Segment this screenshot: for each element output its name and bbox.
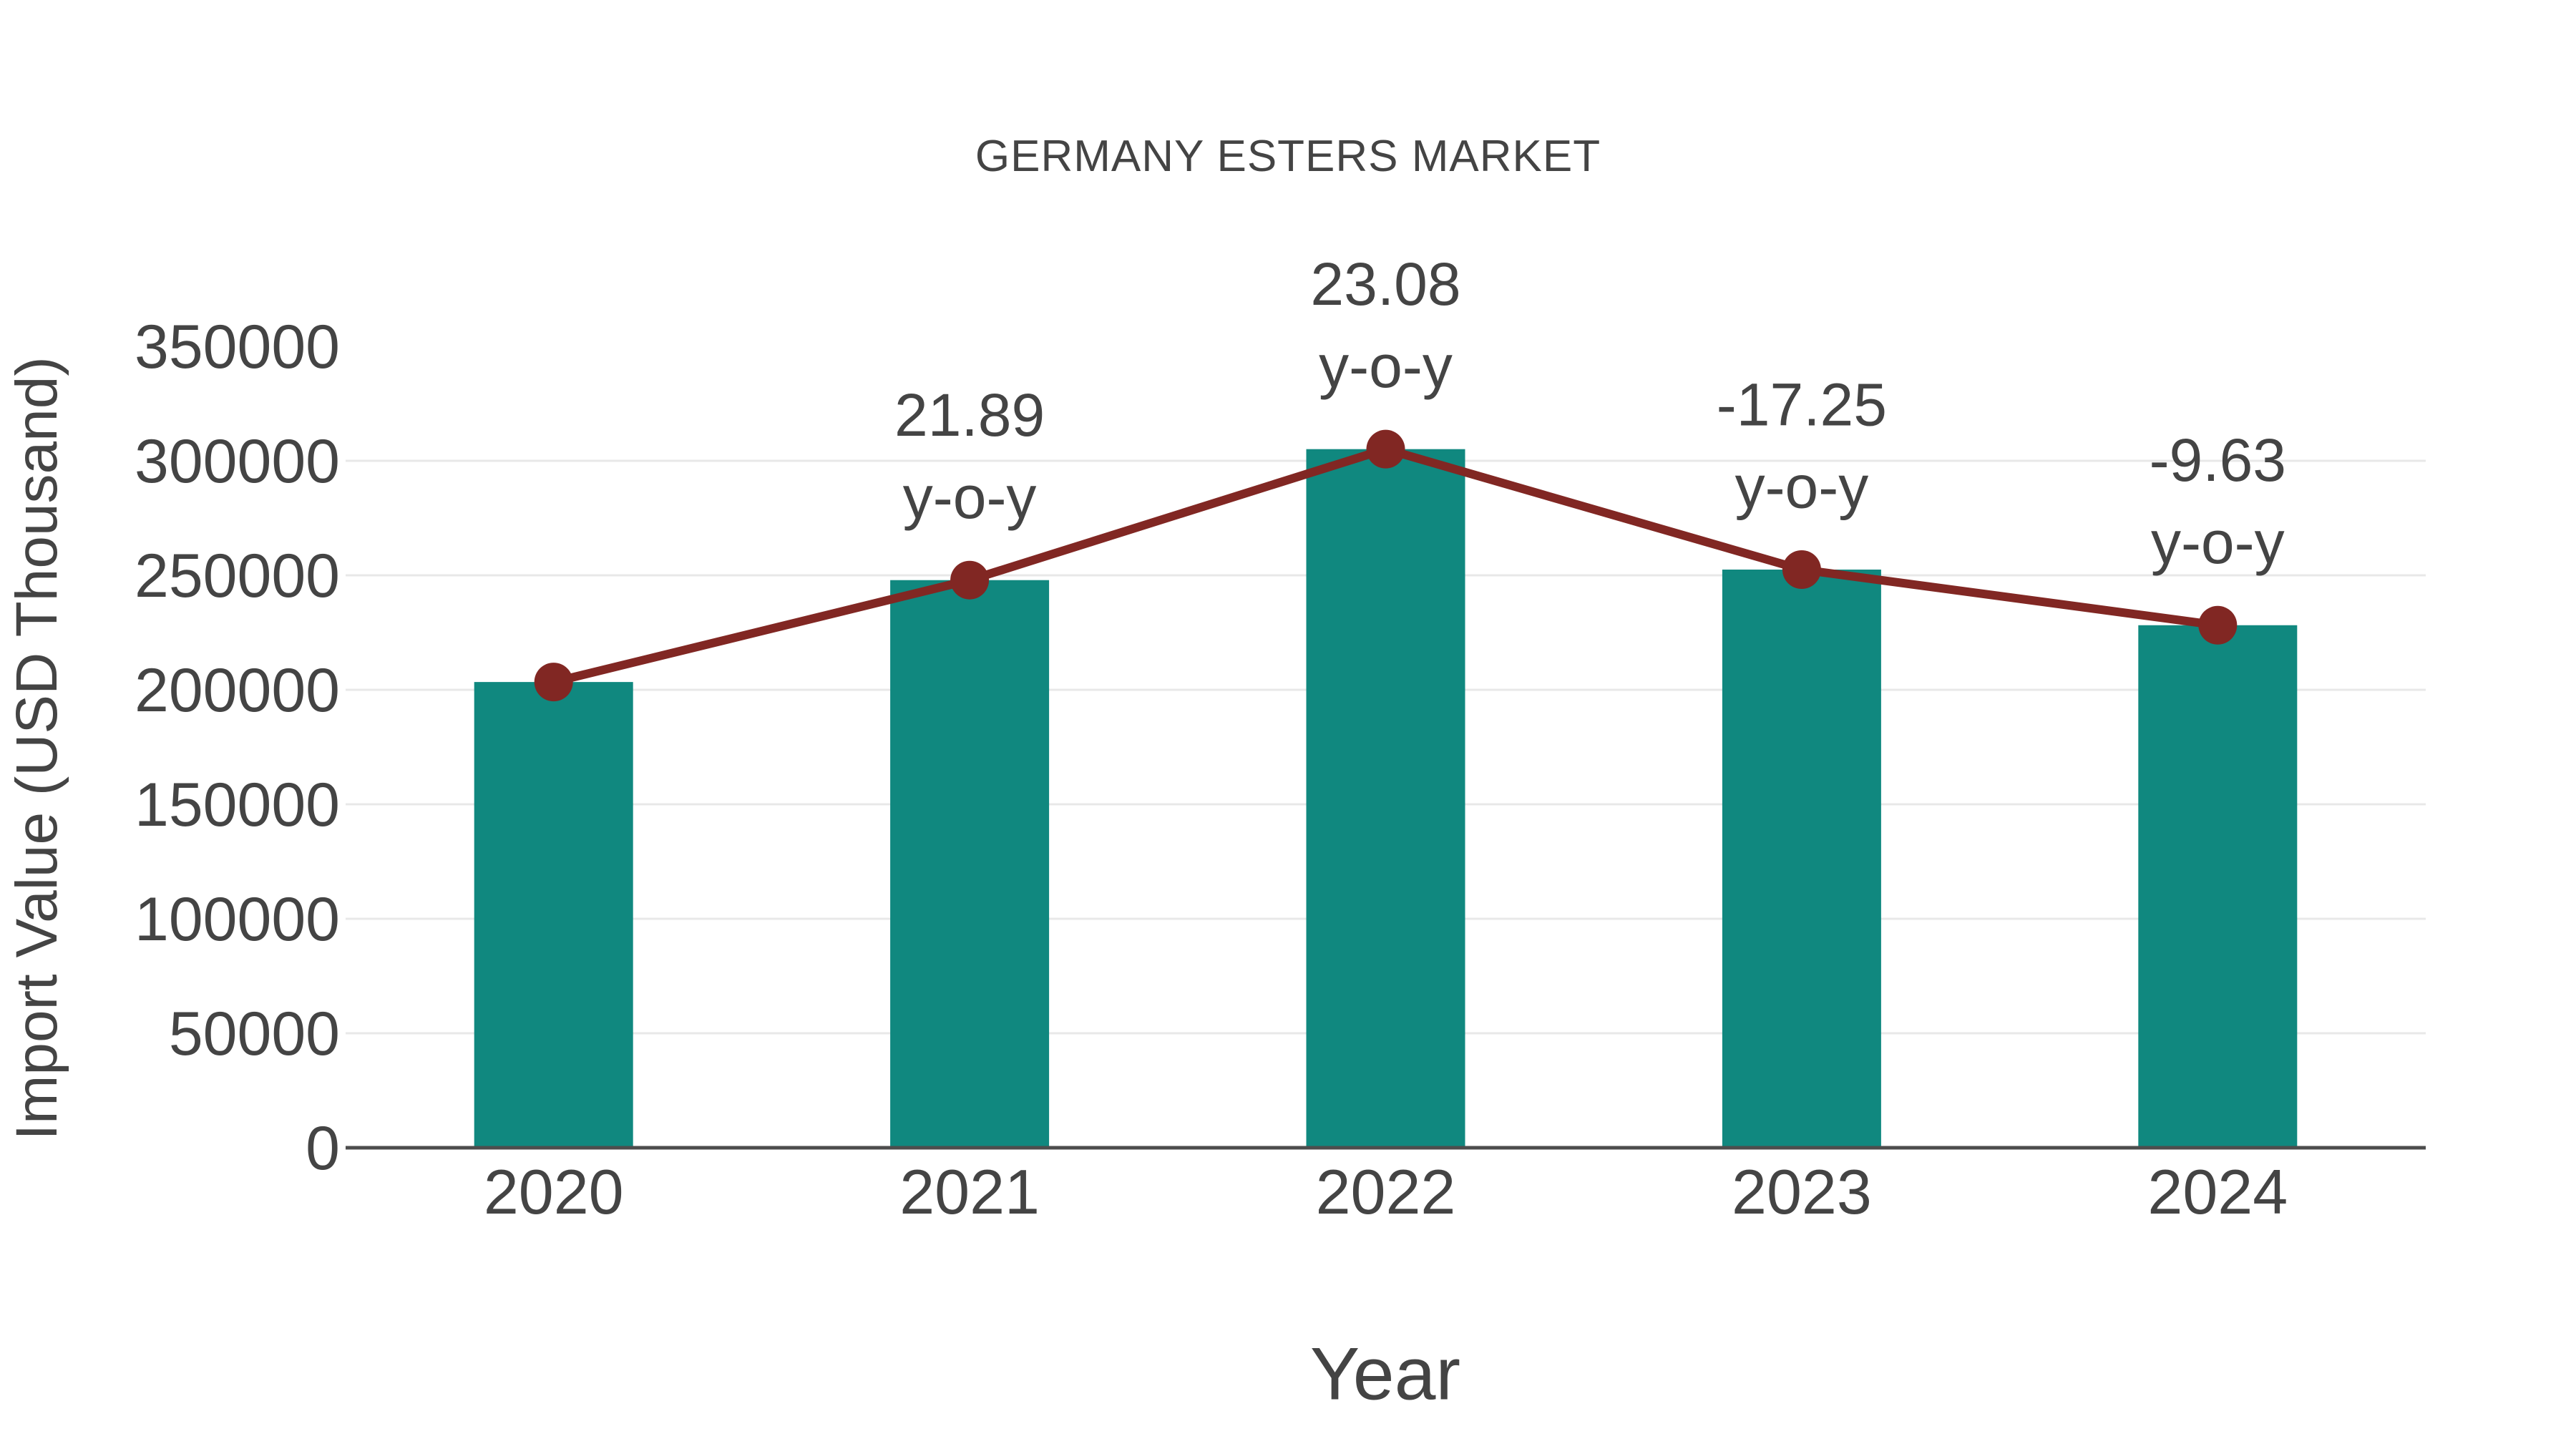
y-tick-label-200000: 200000 — [135, 656, 340, 725]
y-tick-label-100000: 100000 — [135, 885, 340, 954]
annotation-value-2022: 23.08 — [1310, 250, 1460, 318]
bar-2021 — [890, 580, 1050, 1148]
yoy-marker-2024 — [2198, 605, 2238, 645]
annotation-value-2024: -9.63 — [2150, 426, 2286, 494]
annotation-value-2023: -17.25 — [1717, 371, 1887, 438]
x-tick-label-2023: 2023 — [1732, 1156, 1872, 1227]
yoy-marker-2023 — [1782, 550, 1821, 589]
yoy-marker-2020 — [534, 663, 573, 702]
bar-2023 — [1722, 570, 1881, 1148]
annotation-suffix-2023: y-o-y — [1735, 453, 1869, 520]
x-tick-label-2020: 2020 — [484, 1156, 624, 1227]
y-tick-label-50000: 50000 — [169, 1000, 340, 1068]
y-tick-label-250000: 250000 — [135, 542, 340, 610]
bar-2022 — [1306, 449, 1465, 1148]
x-tick-label-2021: 2021 — [899, 1156, 1040, 1227]
yoy-marker-2021 — [950, 560, 990, 600]
x-axis-title: Year — [1309, 1332, 1461, 1416]
y-tick-label-300000: 300000 — [135, 427, 340, 496]
annotation-suffix-2021: y-o-y — [903, 464, 1037, 531]
bar-2020 — [474, 682, 633, 1148]
chart-title: GERMANY ESTERS MARKET — [975, 132, 1601, 181]
x-tick-label-2022: 2022 — [1316, 1156, 1456, 1227]
yoy-marker-2022 — [1366, 429, 1405, 469]
y-tick-label-350000: 350000 — [135, 313, 340, 381]
y-tick-label-150000: 150000 — [135, 771, 340, 839]
annotation-suffix-2022: y-o-y — [1319, 333, 1453, 400]
annotation-suffix-2024: y-o-y — [2151, 509, 2285, 576]
annotation-value-2021: 21.89 — [894, 381, 1045, 449]
bar-2024 — [2138, 625, 2298, 1148]
x-tick-label-2024: 2024 — [2147, 1156, 2288, 1227]
y-tick-label-0: 0 — [306, 1114, 340, 1183]
